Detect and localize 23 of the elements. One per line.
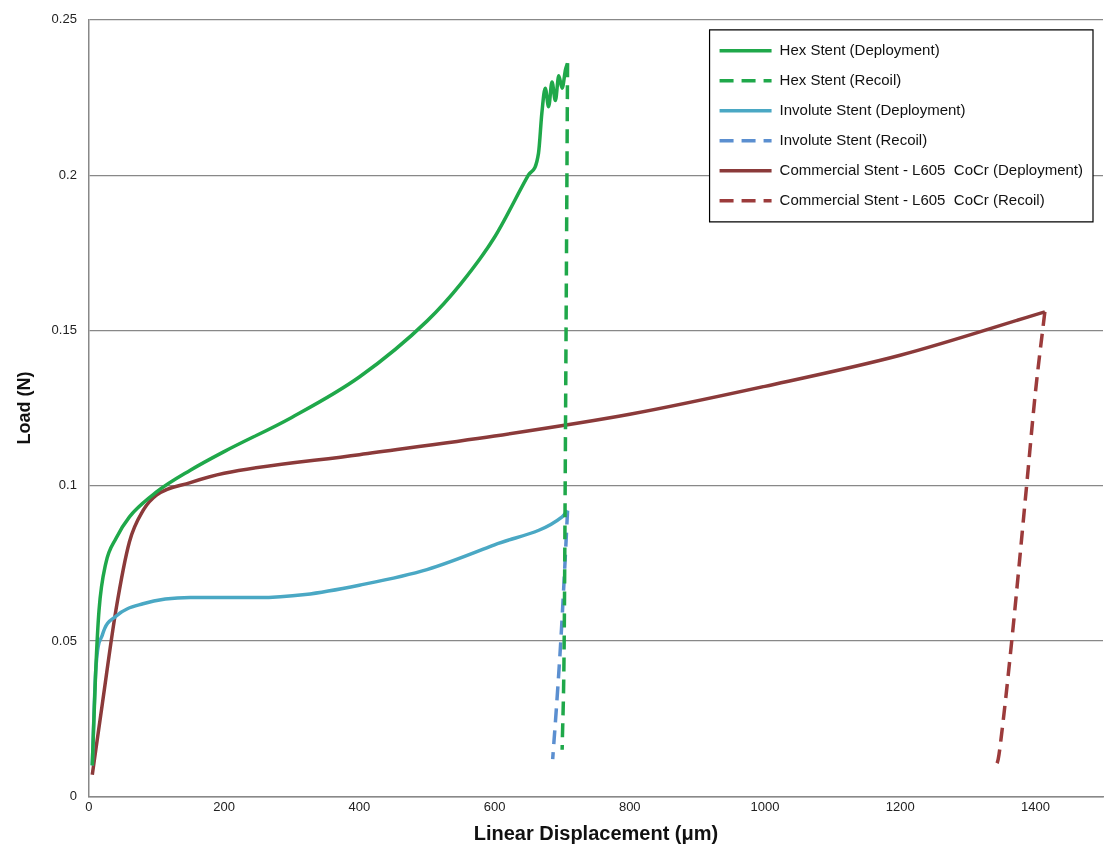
x-axis-title: Linear Displacement (μm) xyxy=(473,821,719,844)
x-tick-label: 600 xyxy=(483,798,506,814)
x-tick-label: 400 xyxy=(348,798,371,814)
y-tick-label: 0.1 xyxy=(58,477,77,493)
y-tick-label: 0.2 xyxy=(58,166,77,182)
legend-label: Involute Stent (Deployment) xyxy=(779,100,966,118)
line-series xyxy=(90,310,1047,777)
legend-label: Hex Stent (Deployment) xyxy=(779,40,940,58)
x-tick-label: 1400 xyxy=(1020,798,1050,814)
y-tick-label: 0.05 xyxy=(51,632,77,648)
x-tick-label: 1000 xyxy=(750,798,780,814)
y-tick-label: 0.15 xyxy=(51,322,77,338)
x-tick-label: 200 xyxy=(213,798,235,814)
y-axis-title: Load (N) xyxy=(13,371,34,445)
x-tick-label: 1200 xyxy=(885,798,915,814)
legend-label: Commercial Stent - L605 CoCr (Recoil) xyxy=(779,190,1045,208)
legend-label: Hex Stent (Recoil) xyxy=(779,70,902,88)
x-tick-label: 0 xyxy=(85,798,93,814)
legend-label: Involute Stent (Recoil) xyxy=(779,130,928,148)
y-tick-label: 0.25 xyxy=(51,11,77,27)
legend-label: Commercial Stent - L605 CoCr (Deployment) xyxy=(779,160,1083,178)
y-tick-label: 0 xyxy=(69,787,77,803)
x-tick-label: 800 xyxy=(618,798,641,814)
